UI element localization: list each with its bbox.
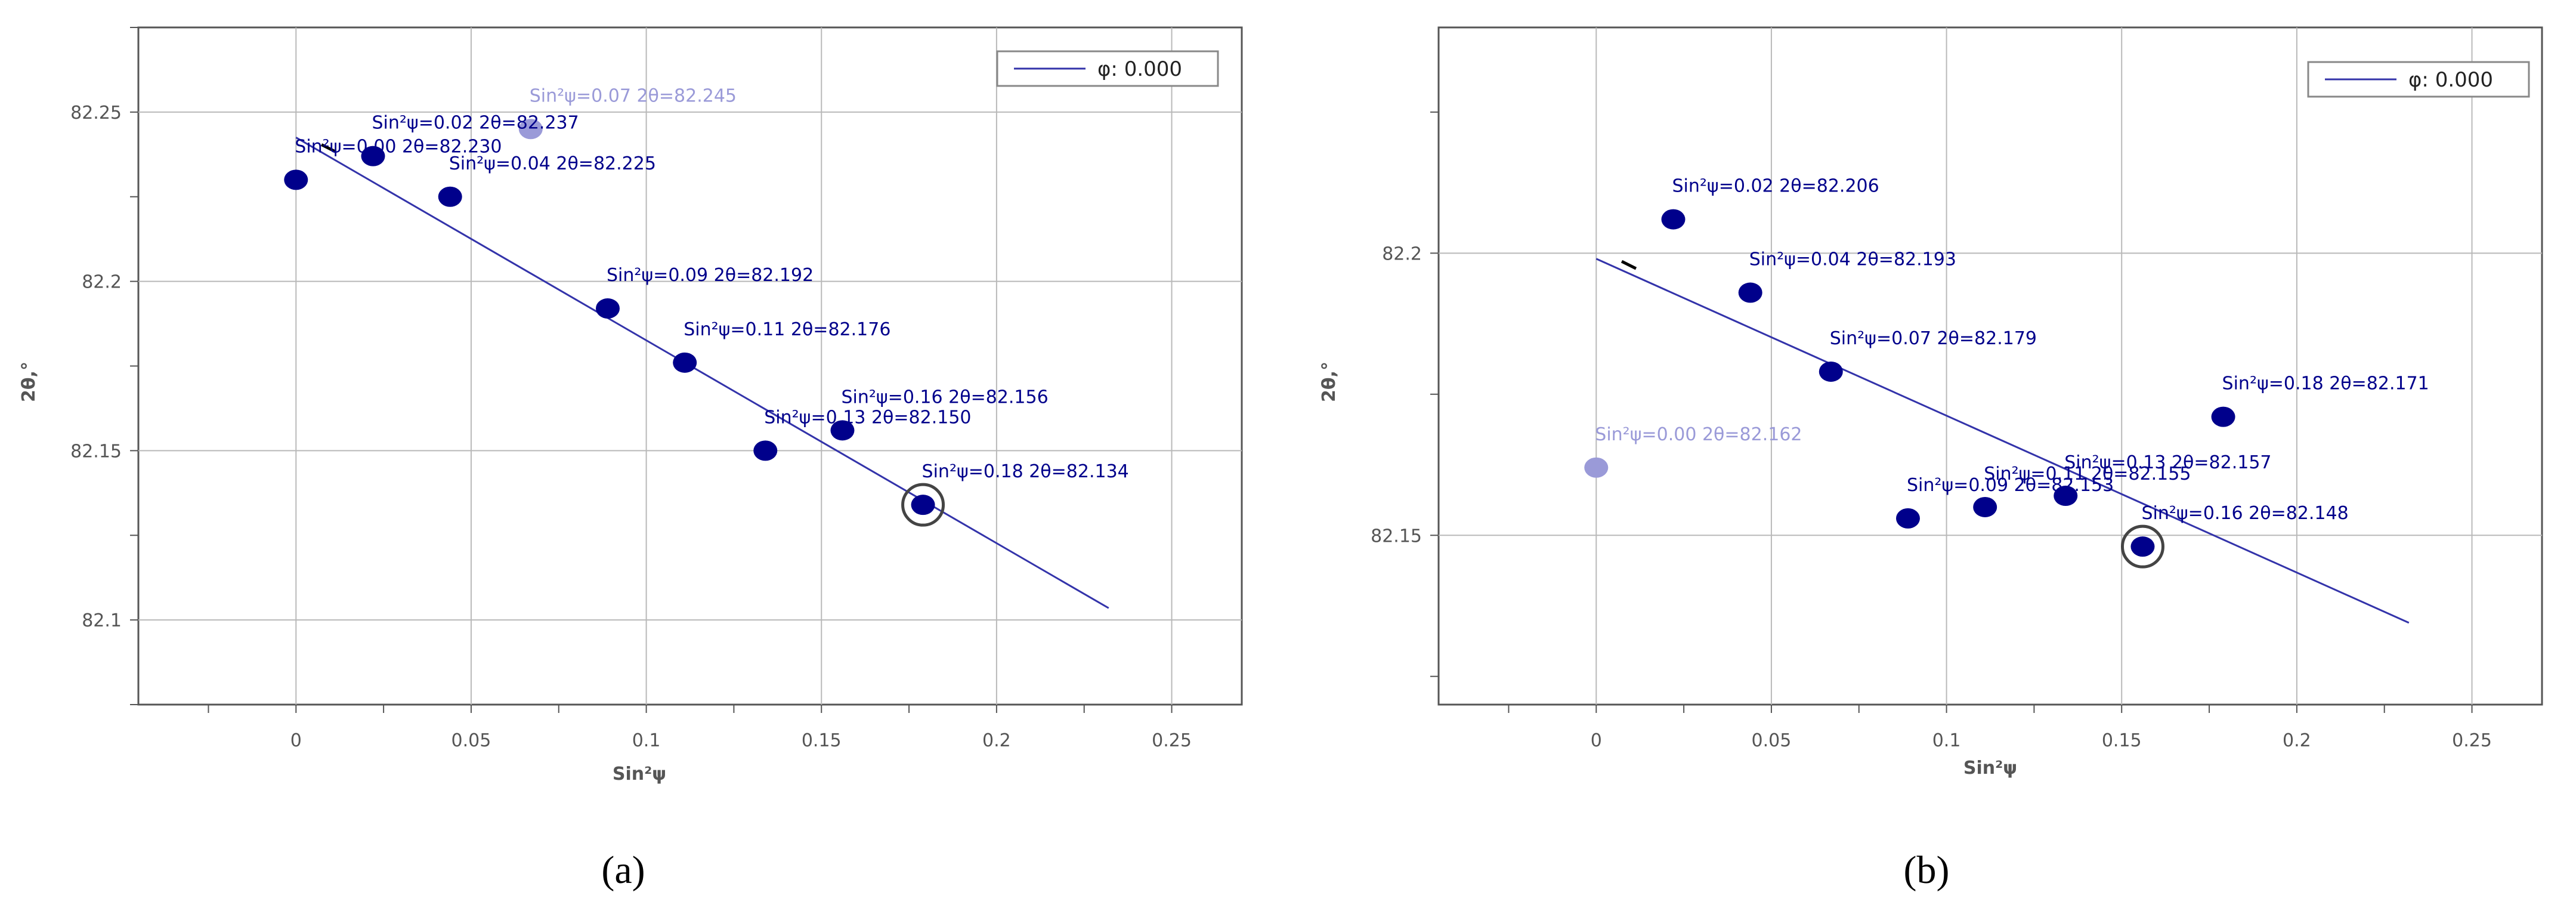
- fit-line: [295, 137, 1109, 609]
- data-point[interactable]: [2211, 406, 2235, 427]
- selected-point-ring: [901, 483, 945, 527]
- panel-a: 0 0.05 0.1 0.15 0.2 0.25 82.1 82.15 82.2 82.25 S…: [18, 26, 1243, 892]
- point-labels: Sin²ψ=0.00 2θ=82.162 Sin²ψ=0.02 2θ=82.206…: [1595, 176, 2429, 524]
- x-axis-label: Sin²ψ: [1963, 758, 2017, 779]
- data-point-label: Sin²ψ=0.02 2θ=82.206: [1672, 176, 1879, 197]
- x-tick-label: 0.1: [1932, 730, 1961, 751]
- x-tick-labels: 0 0.05 0.1 0.15 0.2 0.25: [290, 730, 1192, 751]
- fit-line: [1595, 258, 2410, 624]
- data-point-label: Sin²ψ=0.13 2θ=82.150: [764, 407, 971, 428]
- data-point[interactable]: [438, 186, 462, 207]
- data-points: [1584, 209, 2235, 569]
- data-point-label: Sin²ψ=0.11 2θ=82.155: [1984, 464, 2191, 484]
- data-point-label: Sin²ψ=0.16 2θ=82.156: [841, 387, 1048, 407]
- x-tick-label: 0: [1591, 730, 1602, 751]
- data-point[interactable]: [1661, 209, 1686, 230]
- data-point[interactable]: [1584, 457, 1609, 478]
- data-point[interactable]: [673, 352, 697, 373]
- x-tick-label: 0.05: [452, 730, 491, 751]
- data-point-label: Sin²ψ=0.07 2θ=82.245: [530, 85, 737, 106]
- y-tick-label: 82.2: [1382, 243, 1422, 264]
- axis-ticks: [1430, 111, 2473, 713]
- data-point[interactable]: [284, 169, 308, 190]
- grid-lines: [1439, 27, 2542, 705]
- y-tick-label: 82.15: [70, 441, 122, 462]
- data-point[interactable]: [911, 495, 935, 515]
- grid-lines: [138, 27, 1242, 705]
- cursor-mark: [320, 143, 337, 153]
- data-point-label: Sin²ψ=0.07 2θ=82.179: [1830, 328, 2037, 349]
- data-point-label: Sin²ψ=0.09 2θ=82.153: [1907, 475, 2114, 496]
- data-point[interactable]: [830, 420, 855, 441]
- plot-area: [1437, 26, 2543, 706]
- fit-line-group: [295, 137, 1109, 609]
- panel-label: (a): [601, 848, 645, 892]
- x-tick-label: 0.2: [982, 730, 1011, 751]
- cursor-mark: [1621, 260, 1637, 270]
- data-point[interactable]: [1738, 282, 1762, 303]
- data-point-label: Sin²ψ=0.18 2θ=82.171: [2222, 373, 2429, 394]
- fit-line-group: [1595, 258, 2410, 624]
- data-point[interactable]: [518, 119, 543, 140]
- y-tick-label: 82.25: [70, 103, 122, 123]
- data-point[interactable]: [1973, 496, 1997, 517]
- data-point-label: Sin²ψ=0.09 2θ=82.192: [607, 265, 814, 286]
- x-tick-label: 0.25: [2452, 730, 2492, 751]
- data-point-label: Sin²ψ=0.04 2θ=82.225: [449, 153, 656, 174]
- y-tick-labels: 82.15 82.2: [1371, 243, 1422, 546]
- axis-ticks: [130, 27, 1173, 713]
- data-point-label: Sin²ψ=0.11 2θ=82.176: [684, 319, 890, 340]
- y-axis-label: 2θ,°: [1319, 362, 1340, 402]
- selected-point-ring: [2120, 524, 2164, 569]
- x-tick-labels: 0 0.05 0.1 0.15 0.2 0.25: [1591, 730, 2492, 751]
- x-tick-label: 0: [290, 730, 302, 751]
- legend-label: φ: 0.000: [2408, 68, 2493, 92]
- data-point[interactable]: [595, 298, 620, 319]
- data-point[interactable]: [361, 146, 385, 166]
- data-point-label: Sin²ψ=0.13 2θ=82.157: [2064, 452, 2271, 473]
- y-tick-labels: 82.1 82.15 82.2 82.25: [70, 103, 122, 631]
- y-tick-label: 82.1: [82, 610, 122, 631]
- data-point-label: Sin²ψ=0.00 2θ=82.230: [295, 136, 502, 157]
- data-point-label: Sin²ψ=0.04 2θ=82.193: [1749, 249, 1956, 270]
- data-point-label: Sin²ψ=0.16 2θ=82.148: [2141, 503, 2348, 524]
- x-tick-label: 0.25: [1152, 730, 1192, 751]
- legend: φ: 0.000: [996, 50, 1219, 87]
- x-tick-label: 0.1: [632, 730, 661, 751]
- data-point-label: Sin²ψ=0.00 2θ=82.162: [1595, 424, 1802, 445]
- x-tick-label: 0.2: [2283, 730, 2311, 751]
- x-tick-label: 0.15: [802, 730, 842, 751]
- legend: φ: 0.000: [2307, 61, 2530, 98]
- data-point[interactable]: [1895, 508, 1920, 529]
- panel-b: 0 0.05 0.1 0.15 0.2 0.25 82.15 82.2 Sin²ψ=0.00…: [1319, 26, 2543, 892]
- data-point[interactable]: [753, 440, 778, 461]
- data-point-label: Sin²ψ=0.02 2θ=82.237: [372, 113, 579, 134]
- x-tick-label: 0.05: [1752, 730, 1792, 751]
- y-axis-label: 2θ,°: [18, 362, 39, 402]
- data-point[interactable]: [2054, 486, 2078, 507]
- data-point-label: Sin²ψ=0.18 2θ=82.134: [922, 461, 1129, 482]
- data-point[interactable]: [1819, 361, 1843, 382]
- legend-label: φ: 0.000: [1097, 57, 1182, 81]
- panel-label: (b): [1904, 848, 1950, 892]
- x-tick-label: 0.15: [2102, 730, 2142, 751]
- data-points: [284, 119, 945, 527]
- y-tick-label: 82.2: [82, 272, 122, 293]
- data-point[interactable]: [2130, 536, 2155, 557]
- x-axis-label: Sin²ψ: [613, 764, 666, 785]
- y-tick-label: 82.15: [1371, 526, 1422, 546]
